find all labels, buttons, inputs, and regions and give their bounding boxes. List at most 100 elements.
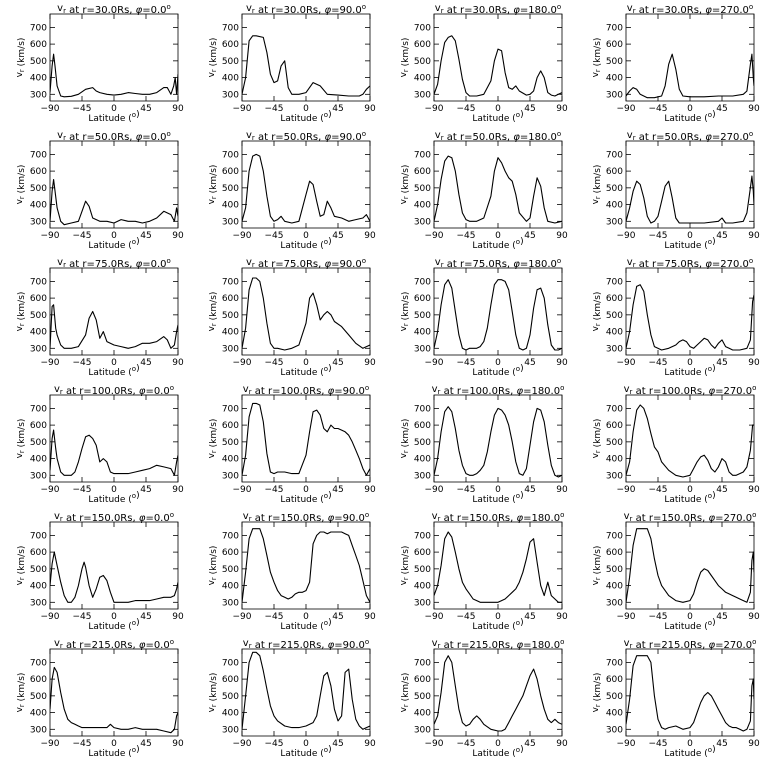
y-axis-label: vr (km/s) (15, 546, 27, 586)
y-tick-label: 300 (414, 598, 431, 608)
plot-frame (49, 394, 179, 483)
x-tick-label: 45 (524, 231, 535, 241)
x-tick-label: −90 (617, 612, 636, 622)
y-tick-label: 700 (222, 23, 239, 33)
x-tick-label: 0 (303, 231, 309, 241)
plot-frame (241, 13, 371, 102)
x-tick-label: −45 (265, 104, 284, 114)
plot-frame (49, 13, 179, 102)
chart-title: vr at r=30.0Rs, φ=180.0o (435, 3, 561, 16)
chart-panel-12: vr at r=75.0Rs, φ=270.0o −90 −45 0 45 90 300 40… (591, 257, 760, 378)
x-axis-label: Latitude (o) (472, 745, 523, 759)
series-line (50, 178, 178, 226)
x-axis-label: Latitude (o) (280, 491, 331, 505)
y-tick-label: 300 (30, 344, 47, 354)
x-tick-label: 90 (172, 104, 184, 114)
series-line (50, 429, 178, 476)
x-axis-label: Latitude (o) (472, 110, 523, 124)
y-axis-label: vr (km/s) (207, 546, 219, 586)
y-tick-label: 400 (30, 455, 47, 465)
y-tick-label: 500 (222, 438, 239, 448)
y-tick-label: 300 (222, 725, 239, 735)
x-axis-label: Latitude (o) (88, 745, 139, 759)
x-tick-label: −45 (457, 231, 476, 241)
y-tick-label: 400 (414, 582, 431, 592)
chart-panel-8: vr at r=50.0Rs, φ=270.0o −90 −45 0 45 90 300 40… (591, 130, 760, 251)
y-tick-label: 700 (606, 277, 623, 287)
y-tick-label: 500 (30, 565, 47, 575)
x-tick-label: 45 (716, 612, 727, 622)
chart-panel-15: vr at r=100.0Rs, φ=180.0o −90 −45 0 45 90 300 4… (399, 384, 568, 505)
x-tick-label: 0 (495, 485, 501, 495)
y-tick-label: 700 (30, 658, 47, 668)
series-line (242, 402, 370, 476)
y-tick-label: 500 (30, 438, 47, 448)
chart-title: vr at r=215.0Rs, φ=90.0o (243, 638, 369, 651)
x-tick-label: −90 (617, 358, 636, 368)
y-tick-label: 600 (30, 675, 47, 685)
y-tick-label: 700 (414, 150, 431, 160)
y-tick-label: 500 (606, 692, 623, 702)
y-tick-label: 500 (414, 692, 431, 702)
y-tick-label: 300 (606, 598, 623, 608)
x-tick-label: −90 (41, 739, 60, 749)
x-tick-label: 45 (524, 485, 535, 495)
chart-title: vr at r=215.0Rs, φ=270.0o (624, 638, 757, 651)
x-tick-label: −90 (425, 104, 444, 114)
x-tick-label: −45 (265, 358, 284, 368)
x-tick-label: −90 (41, 612, 60, 622)
y-tick-label: 600 (30, 421, 47, 431)
chart-panel-21: vr at r=215.0Rs, φ=0.0o −90 −45 0 45 90 300 400… (15, 638, 184, 759)
series-line (626, 528, 754, 603)
x-tick-label: 90 (556, 231, 568, 241)
plot-frame (433, 140, 563, 229)
x-tick-label: −90 (425, 231, 444, 241)
y-tick-label: 300 (222, 90, 239, 100)
y-tick-label: 300 (414, 217, 431, 227)
x-tick-label: −45 (265, 231, 284, 241)
x-tick-label: −45 (265, 739, 284, 749)
y-tick-label: 300 (414, 90, 431, 100)
y-tick-label: 700 (222, 531, 239, 541)
x-tick-label: −90 (233, 739, 252, 749)
x-tick-label: −90 (617, 485, 636, 495)
y-axis-label: vr (km/s) (591, 165, 603, 205)
y-tick-label: 400 (222, 582, 239, 592)
y-tick-label: 700 (222, 658, 239, 668)
x-tick-label: 90 (172, 739, 184, 749)
x-tick-label: 0 (495, 231, 501, 241)
y-tick-label: 300 (606, 90, 623, 100)
chart-panel-13: vr at r=100.0Rs, φ=0.0o −90 −45 0 45 90 300 400… (15, 384, 184, 505)
y-tick-label: 400 (30, 328, 47, 338)
chart-title: vr at r=75.0Rs, φ=0.0o (57, 257, 171, 270)
y-tick-label: 600 (222, 421, 239, 431)
series-line (242, 35, 370, 97)
chart-title: vr at r=30.0Rs, φ=90.0o (246, 3, 366, 16)
y-tick-label: 700 (30, 531, 47, 541)
x-tick-label: −45 (265, 612, 284, 622)
y-tick-label: 600 (222, 675, 239, 685)
x-axis-label: Latitude (o) (280, 364, 331, 378)
x-axis-label: Latitude (o) (664, 110, 715, 124)
chart-title: vr at r=50.0Rs, φ=270.0o (627, 130, 753, 143)
x-tick-label: 90 (364, 612, 376, 622)
chart-panel-4: vr at r=30.0Rs, φ=270.0o −90 −45 0 45 90 300 40… (591, 3, 760, 124)
y-tick-label: 400 (414, 201, 431, 211)
y-tick-label: 500 (414, 311, 431, 321)
plot-frame (241, 267, 371, 356)
y-tick-label: 600 (606, 421, 623, 431)
x-tick-label: −45 (649, 231, 668, 241)
y-axis-label: vr (km/s) (15, 292, 27, 332)
y-tick-label: 600 (414, 294, 431, 304)
y-tick-label: 400 (30, 201, 47, 211)
y-tick-label: 600 (30, 548, 47, 558)
series-line (434, 531, 562, 603)
x-tick-label: 45 (716, 231, 727, 241)
y-tick-label: 700 (414, 531, 431, 541)
x-axis-label: Latitude (o) (88, 618, 139, 632)
y-axis-label: vr (km/s) (591, 292, 603, 332)
x-axis-label: Latitude (o) (472, 618, 523, 632)
x-tick-label: −45 (265, 485, 284, 495)
y-tick-label: 500 (222, 565, 239, 575)
chart-panel-18: vr at r=150.0Rs, φ=90.0o −90 −45 0 45 90 300 40… (207, 511, 376, 632)
